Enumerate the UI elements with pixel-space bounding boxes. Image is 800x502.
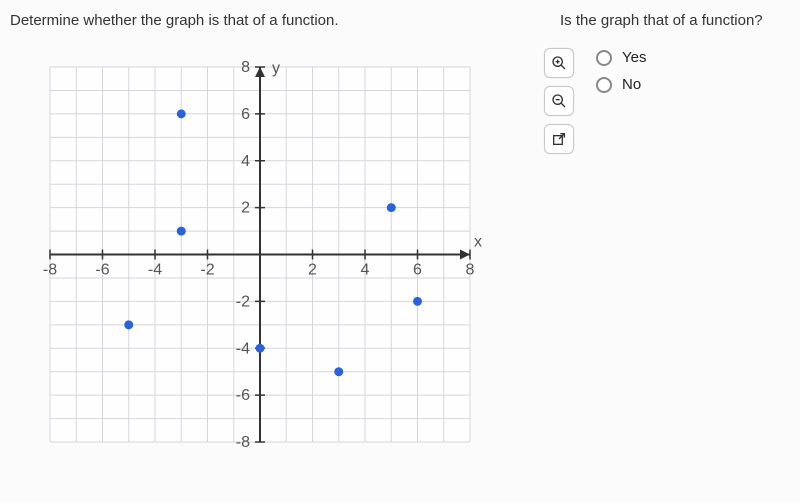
answer-panel: Is the graph that of a function? Yes No: [550, 0, 800, 502]
radio-no[interactable]: [596, 77, 612, 93]
options-group: Yes No: [596, 49, 790, 93]
svg-text:2: 2: [308, 262, 317, 279]
svg-text:4: 4: [241, 153, 250, 170]
svg-text:6: 6: [413, 262, 422, 279]
svg-text:-6: -6: [95, 262, 109, 279]
svg-text:-4: -4: [148, 262, 162, 279]
svg-text:x: x: [474, 234, 482, 251]
chart-container: -8 -6 -4 -2 2 4 6 8 -8 -6 -4 -2 2 4 6 8 y x: [20, 47, 500, 467]
svg-text:y: y: [272, 60, 280, 77]
tool-buttons: [544, 48, 574, 154]
option-no-label: No: [622, 76, 641, 93]
radio-yes[interactable]: [596, 50, 612, 66]
svg-text:-8: -8: [236, 434, 250, 451]
option-yes-label: Yes: [622, 49, 646, 66]
question-panel: Determine whether the graph is that of a…: [0, 0, 550, 502]
question-text: Is the graph that of a function?: [560, 12, 790, 29]
option-yes: Yes: [596, 49, 790, 66]
scatter-chart: -8 -6 -4 -2 2 4 6 8 -8 -6 -4 -2 2 4 6 8 y x: [20, 47, 500, 467]
svg-text:-6: -6: [236, 387, 250, 404]
zoom-in-icon[interactable]: [544, 48, 574, 78]
prompt-text: Determine whether the graph is that of a…: [10, 12, 540, 29]
svg-text:8: 8: [241, 59, 250, 76]
popout-icon[interactable]: [544, 124, 574, 154]
svg-text:2: 2: [241, 200, 250, 217]
svg-text:-4: -4: [236, 340, 250, 357]
svg-text:4: 4: [361, 262, 370, 279]
option-no: No: [596, 76, 790, 93]
zoom-out-icon[interactable]: [544, 86, 574, 116]
svg-text:-2: -2: [200, 262, 214, 279]
svg-text:6: 6: [241, 106, 250, 123]
svg-text:-2: -2: [236, 293, 250, 310]
svg-text:8: 8: [466, 262, 475, 279]
svg-text:-8: -8: [43, 262, 57, 279]
